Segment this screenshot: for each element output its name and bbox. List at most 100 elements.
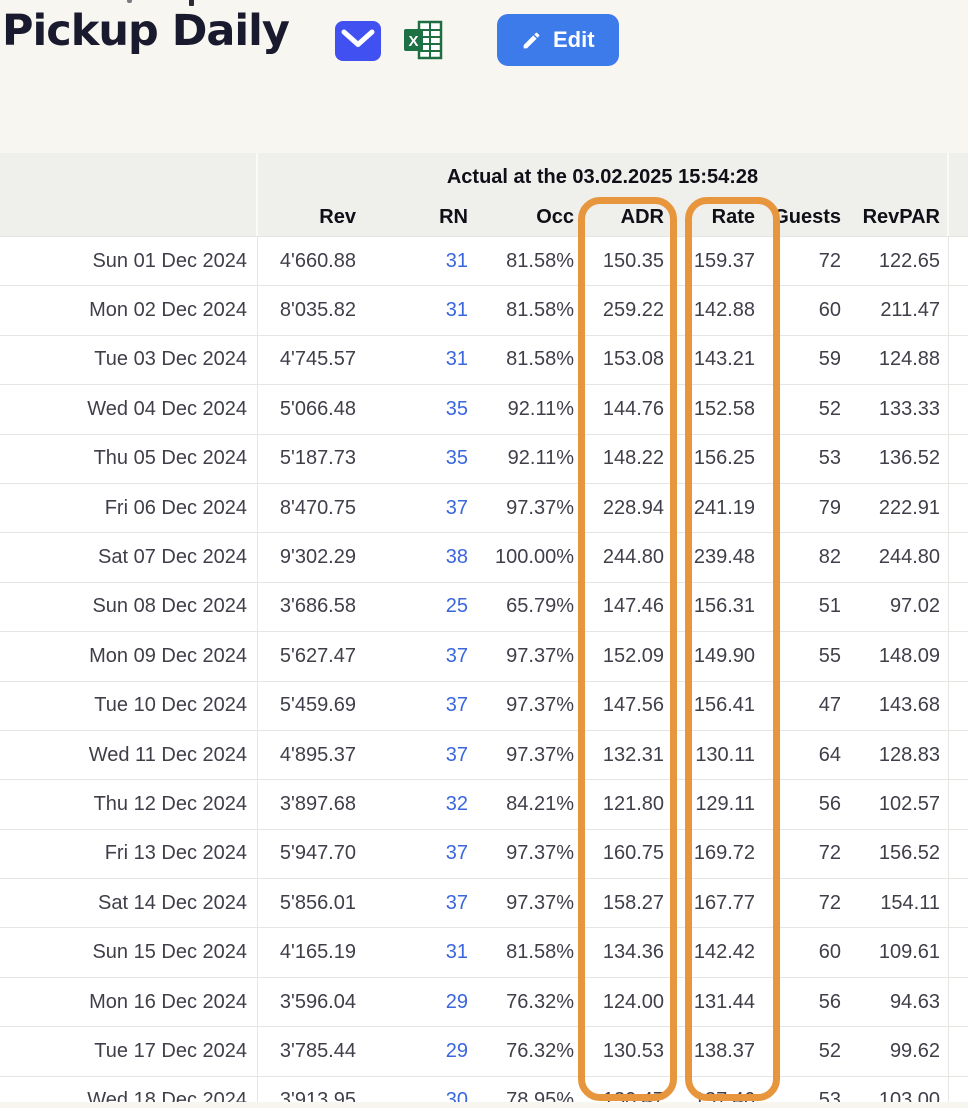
revpar-cell: 94.63 bbox=[889, 990, 940, 1013]
date-cell: Tue 17 Dec 2024 bbox=[94, 1039, 247, 1062]
table-row: Thu 05 Dec 2024 5'187.73 35 92.11% 148.2… bbox=[0, 433, 968, 483]
date-cell: Sat 14 Dec 2024 bbox=[98, 891, 247, 914]
adr-cell: 130.53 bbox=[602, 1039, 664, 1062]
occ-cell: 76.32% bbox=[506, 990, 574, 1013]
rn-link[interactable]: 37 bbox=[445, 496, 468, 519]
clipped-glyph bbox=[189, 0, 194, 6]
adr-cell: 121.80 bbox=[602, 792, 664, 815]
adr-cell: 124.00 bbox=[602, 990, 664, 1013]
adr-cell: 144.76 bbox=[602, 397, 664, 420]
rate-cell: 167.77 bbox=[693, 891, 755, 914]
column-header-rate: Rate bbox=[711, 206, 755, 228]
rn-link[interactable]: 35 bbox=[445, 447, 468, 470]
occ-cell: 81.58% bbox=[506, 348, 574, 371]
date-cell: Wed 04 Dec 2024 bbox=[87, 397, 247, 420]
rev-cell: 4'165.19 bbox=[279, 941, 356, 964]
column-header-revpar: RevPAR bbox=[862, 206, 940, 228]
rate-cell: 152.58 bbox=[693, 397, 755, 420]
date-column-header bbox=[0, 153, 257, 199]
rate-cell: 156.25 bbox=[693, 447, 755, 470]
rn-link[interactable]: 31 bbox=[445, 299, 468, 322]
email-icon bbox=[335, 21, 381, 61]
rn-link[interactable]: 31 bbox=[445, 348, 468, 371]
rn-link[interactable]: 29 bbox=[445, 1039, 468, 1062]
rev-cell: 4'660.88 bbox=[279, 249, 356, 272]
rn-link[interactable]: 32 bbox=[445, 792, 468, 815]
guests-cell: 51 bbox=[818, 595, 841, 618]
next-group-cell-stub bbox=[948, 286, 968, 334]
date-cell: Wed 18 Dec 2024 bbox=[87, 1089, 247, 1102]
table-row: Thu 12 Dec 2024 3'897.68 32 84.21% 121.8… bbox=[0, 779, 968, 829]
date-cell: Mon 02 Dec 2024 bbox=[89, 299, 247, 322]
column-header-occ: Occ bbox=[536, 206, 574, 228]
table-row: Sat 14 Dec 2024 5'856.01 37 97.37% 158.2… bbox=[0, 878, 968, 928]
revpar-cell: 103.00 bbox=[878, 1089, 940, 1102]
header-column-divider bbox=[947, 153, 949, 236]
adr-cell: 132.31 bbox=[602, 743, 664, 766]
excel-export-button[interactable]: X bbox=[402, 20, 444, 60]
revpar-cell: 244.80 bbox=[878, 546, 940, 569]
rn-link[interactable]: 29 bbox=[445, 990, 468, 1013]
date-cell: Fri 13 Dec 2024 bbox=[104, 842, 247, 865]
rev-cell: 3'913.95 bbox=[279, 1089, 356, 1102]
revpar-cell: 128.83 bbox=[878, 743, 940, 766]
rn-link[interactable]: 31 bbox=[445, 941, 468, 964]
next-group-cell-stub bbox=[948, 1077, 968, 1102]
guests-cell: 59 bbox=[818, 348, 841, 371]
date-cell: Mon 09 Dec 2024 bbox=[89, 644, 247, 667]
rn-link[interactable]: 25 bbox=[445, 595, 468, 618]
occ-cell: 97.37% bbox=[506, 842, 574, 865]
rate-cell: 131.44 bbox=[693, 990, 755, 1013]
adr-cell: 153.08 bbox=[602, 348, 664, 371]
next-group-cell-stub bbox=[948, 237, 968, 285]
rev-cell: 8'035.82 bbox=[279, 299, 356, 322]
next-group-cell-stub bbox=[948, 385, 968, 433]
email-button[interactable] bbox=[334, 20, 382, 62]
date-cell: Sun 01 Dec 2024 bbox=[92, 249, 247, 272]
table-row: Mon 02 Dec 2024 8'035.82 31 81.58% 259.2… bbox=[0, 285, 968, 335]
next-group-cell-stub bbox=[948, 533, 968, 581]
rn-link[interactable]: 31 bbox=[445, 249, 468, 272]
table-row: Fri 13 Dec 2024 5'947.70 37 97.37% 160.7… bbox=[0, 828, 968, 879]
occ-cell: 97.37% bbox=[506, 496, 574, 519]
next-group-cell-stub bbox=[948, 484, 968, 532]
table-row: Sat 07 Dec 2024 9'302.29 38 100.00% 244.… bbox=[0, 532, 968, 582]
rn-link[interactable]: 35 bbox=[445, 397, 468, 420]
rn-link[interactable]: 37 bbox=[445, 644, 468, 667]
next-group-cell-stub bbox=[948, 435, 968, 483]
rn-link[interactable]: 37 bbox=[445, 891, 468, 914]
revpar-cell: 109.61 bbox=[878, 941, 940, 964]
table-row: Wed 04 Dec 2024 5'066.48 35 92.11% 144.7… bbox=[0, 384, 968, 434]
next-group-cell-stub bbox=[948, 336, 968, 384]
date-cell: Thu 12 Dec 2024 bbox=[93, 792, 247, 815]
occ-cell: 97.37% bbox=[506, 743, 574, 766]
rn-link[interactable]: 38 bbox=[445, 546, 468, 569]
rn-link[interactable]: 37 bbox=[445, 842, 468, 865]
edit-button-label: Edit bbox=[553, 27, 595, 52]
table-row: Tue 10 Dec 2024 5'459.69 37 97.37% 147.5… bbox=[0, 680, 968, 730]
rate-cell: 129.11 bbox=[695, 792, 755, 815]
occ-cell: 84.21% bbox=[506, 792, 574, 815]
next-group-cell-stub bbox=[948, 780, 968, 828]
date-cell: Sat 07 Dec 2024 bbox=[98, 546, 247, 569]
table-row: Sun 08 Dec 2024 3'686.58 25 65.79% 147.4… bbox=[0, 581, 968, 632]
date-cell: Fri 06 Dec 2024 bbox=[104, 496, 247, 519]
rate-cell: 169.72 bbox=[693, 842, 755, 865]
adr-cell: 147.56 bbox=[602, 694, 664, 717]
table-row: Tue 03 Dec 2024 4'745.57 31 81.58% 153.0… bbox=[0, 334, 968, 385]
rn-link[interactable]: 37 bbox=[445, 694, 468, 717]
table-row: Sun 15 Dec 2024 4'165.19 31 81.58% 134.3… bbox=[0, 927, 968, 977]
rev-cell: 3'785.44 bbox=[279, 1039, 356, 1062]
column-header-guests: Guests bbox=[773, 206, 841, 228]
rn-link[interactable]: 37 bbox=[445, 743, 468, 766]
next-group-cell-stub bbox=[948, 632, 968, 680]
rate-cell: 143.21 bbox=[693, 348, 755, 371]
guests-cell: 53 bbox=[818, 447, 841, 470]
rev-cell: 5'627.47 bbox=[279, 644, 356, 667]
adr-cell: 158.27 bbox=[602, 891, 664, 914]
revpar-cell: 97.02 bbox=[889, 595, 940, 618]
rn-link[interactable]: 30 bbox=[445, 1089, 468, 1102]
occ-cell: 81.58% bbox=[506, 299, 574, 322]
edit-button[interactable]: Edit bbox=[497, 14, 619, 66]
occ-cell: 78.95% bbox=[506, 1089, 574, 1102]
